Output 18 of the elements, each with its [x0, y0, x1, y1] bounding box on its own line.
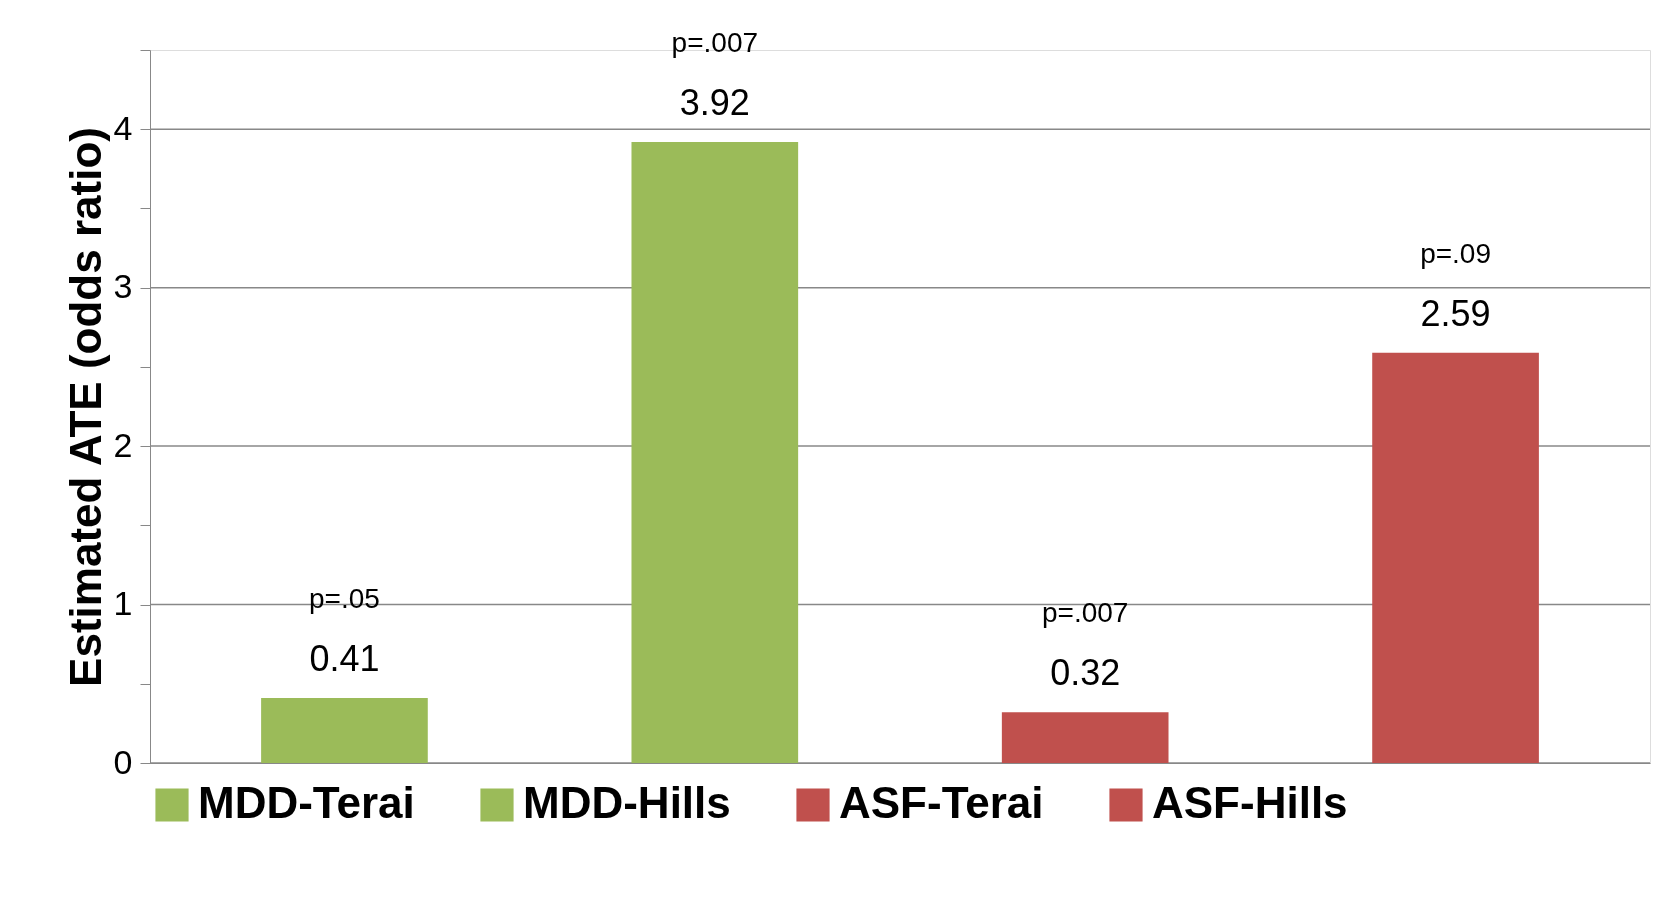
- y-axis-title: Estimated ATE (odds ratio): [60, 127, 110, 687]
- annotation: p=.05: [309, 583, 380, 615]
- data-label: 0.32: [1050, 652, 1121, 694]
- annotation: p=.007: [1041, 597, 1129, 629]
- data-label: 0.41: [309, 638, 380, 680]
- data-label: 2.59: [1420, 292, 1491, 334]
- y-tick-label: 4: [113, 108, 133, 147]
- y-tick-label: 1: [113, 584, 133, 623]
- y-tick-label: 0: [113, 742, 133, 781]
- legend-label: ASF-Hills: [1152, 778, 1348, 827]
- data-label: 3.92: [679, 81, 750, 123]
- legend-label: ASF-Terai: [839, 778, 1044, 827]
- legend-label: MDD-Hills: [523, 778, 731, 827]
- annotation: p=.09: [1420, 237, 1491, 269]
- y-tick-label: 3: [113, 267, 133, 306]
- y-tick-label: 2: [113, 425, 133, 464]
- legend-label: MDD-Terai: [198, 778, 415, 827]
- annotation: p=.007: [671, 26, 759, 58]
